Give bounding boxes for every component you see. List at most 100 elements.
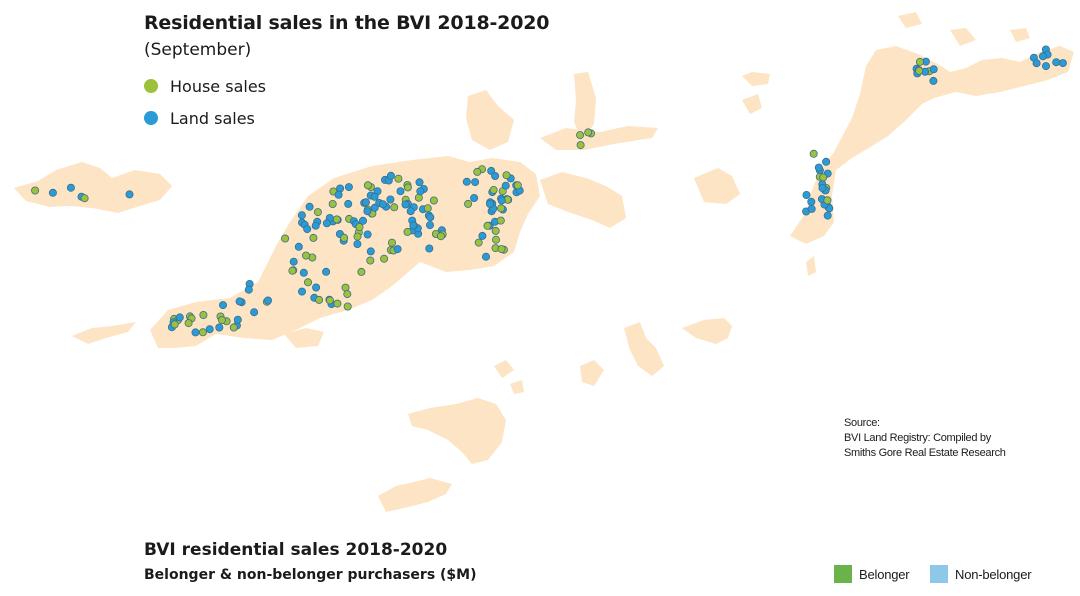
island-tortola xyxy=(150,156,540,348)
house-sale-point xyxy=(584,128,593,137)
house-sale-point xyxy=(170,320,179,329)
land-sale-point xyxy=(370,192,379,201)
land-sale-point xyxy=(478,231,487,240)
land-sale-point xyxy=(462,177,471,186)
house-sale-point xyxy=(309,233,318,242)
map-title: Residential sales in the BVI 2018-2020 xyxy=(144,12,550,34)
house-sale-point xyxy=(390,203,399,212)
land-sale-point xyxy=(415,178,424,187)
island-south-2 xyxy=(284,328,324,348)
land-sale-point xyxy=(378,200,387,209)
house-sale-point xyxy=(343,290,352,299)
house-sale-point xyxy=(403,183,412,192)
land-sale-point xyxy=(481,252,490,261)
land-sale-point xyxy=(1032,59,1041,68)
land-sale-point xyxy=(416,187,425,196)
land-sale-point xyxy=(396,187,405,196)
land-sale-point xyxy=(66,183,75,192)
chart-subtitle: Belonger & non-belonger purchasers ($M) xyxy=(144,567,477,583)
house-sale-point xyxy=(497,204,506,213)
land-sale-point xyxy=(305,202,314,211)
land-sale-point xyxy=(175,313,184,322)
land-sale-point xyxy=(1042,62,1051,71)
map-subtitle: (September) xyxy=(144,40,252,60)
house-sale-point xyxy=(332,215,341,224)
house-sale-point xyxy=(353,232,362,241)
island-south-4 xyxy=(580,360,604,386)
house-sale-point xyxy=(489,185,498,194)
house-sale-point xyxy=(403,227,412,236)
land-sale-point xyxy=(471,178,480,187)
island-ne-2 xyxy=(950,28,976,46)
house-sale-point xyxy=(576,141,585,150)
house-sale-point xyxy=(315,295,324,304)
house-sale-point xyxy=(380,254,389,263)
house-sale-point xyxy=(513,181,522,190)
house-sale-point xyxy=(229,323,238,332)
source-line-1: BVI Land Registry: Compiled by xyxy=(844,432,991,444)
land-sale-point xyxy=(1039,52,1048,61)
land-sale-point xyxy=(353,240,362,249)
house-sale-point xyxy=(414,193,423,202)
house-sale-point xyxy=(363,181,372,190)
island-ne-3 xyxy=(1010,28,1030,42)
house-sale-point xyxy=(497,245,506,254)
house-sale-point xyxy=(915,57,924,66)
land-sale-point xyxy=(322,219,331,228)
island-ne-1 xyxy=(898,12,922,28)
source-note: Source: BVI Land Registry: Compiled by S… xyxy=(844,416,1006,461)
legend-land-sales: Land sales xyxy=(144,108,255,128)
land-sale-point xyxy=(297,287,306,296)
legend-non-belonger-label: Non-belonger xyxy=(955,566,1032,582)
house-sale-point xyxy=(496,216,505,225)
land-sale-point xyxy=(235,297,244,306)
island-east-2 xyxy=(694,168,740,204)
house-sale-point xyxy=(473,167,482,176)
house-sale-point xyxy=(325,296,334,305)
house-sale-point xyxy=(303,278,312,287)
legend-land-label: Land sales xyxy=(170,108,255,128)
island-south-8 xyxy=(408,398,506,464)
house-sale-point xyxy=(423,204,432,213)
house-sale-point xyxy=(366,256,375,265)
island-north-2 xyxy=(574,72,596,140)
house-sale-point xyxy=(31,186,40,195)
land-sale-point xyxy=(48,188,57,197)
house-sale-point xyxy=(184,319,193,328)
islands-layer xyxy=(14,12,1074,512)
land-sale-point xyxy=(386,171,395,180)
land-sale-point xyxy=(334,190,343,199)
land-sale-point xyxy=(807,197,816,206)
house-sale-point xyxy=(198,328,207,337)
land-sale-point xyxy=(125,190,134,199)
blue-dot-icon xyxy=(144,111,158,125)
land-sale-point xyxy=(215,323,224,332)
land-sale-point xyxy=(497,196,506,205)
house-sale-point xyxy=(394,174,403,183)
legend-belonger-label: Belonger xyxy=(859,566,910,582)
island-west xyxy=(14,162,172,213)
land-sale-point xyxy=(470,193,479,202)
island-south-5 xyxy=(624,322,664,376)
land-sale-point xyxy=(491,171,500,180)
house-sale-point xyxy=(483,221,492,230)
land-sale-point xyxy=(823,211,832,220)
house-sale-point xyxy=(809,149,818,158)
belonger-swatch-icon xyxy=(834,565,852,583)
land-sale-point xyxy=(250,308,259,317)
house-sale-point xyxy=(823,196,832,205)
house-sale-point xyxy=(281,234,290,243)
house-sale-point xyxy=(355,223,364,232)
land-sale-point xyxy=(393,245,402,254)
land-sale-point xyxy=(191,328,200,337)
house-sale-point xyxy=(491,226,500,235)
house-sale-point xyxy=(387,238,396,247)
land-sale-point xyxy=(386,195,395,204)
house-sale-point xyxy=(341,283,350,292)
land-sale-point xyxy=(363,230,372,239)
legend-belonger: Belonger xyxy=(834,565,910,583)
house-sale-point xyxy=(491,235,500,244)
land-sale-point xyxy=(363,207,372,216)
house-sale-point xyxy=(313,208,322,217)
land-sale-point xyxy=(311,221,320,230)
